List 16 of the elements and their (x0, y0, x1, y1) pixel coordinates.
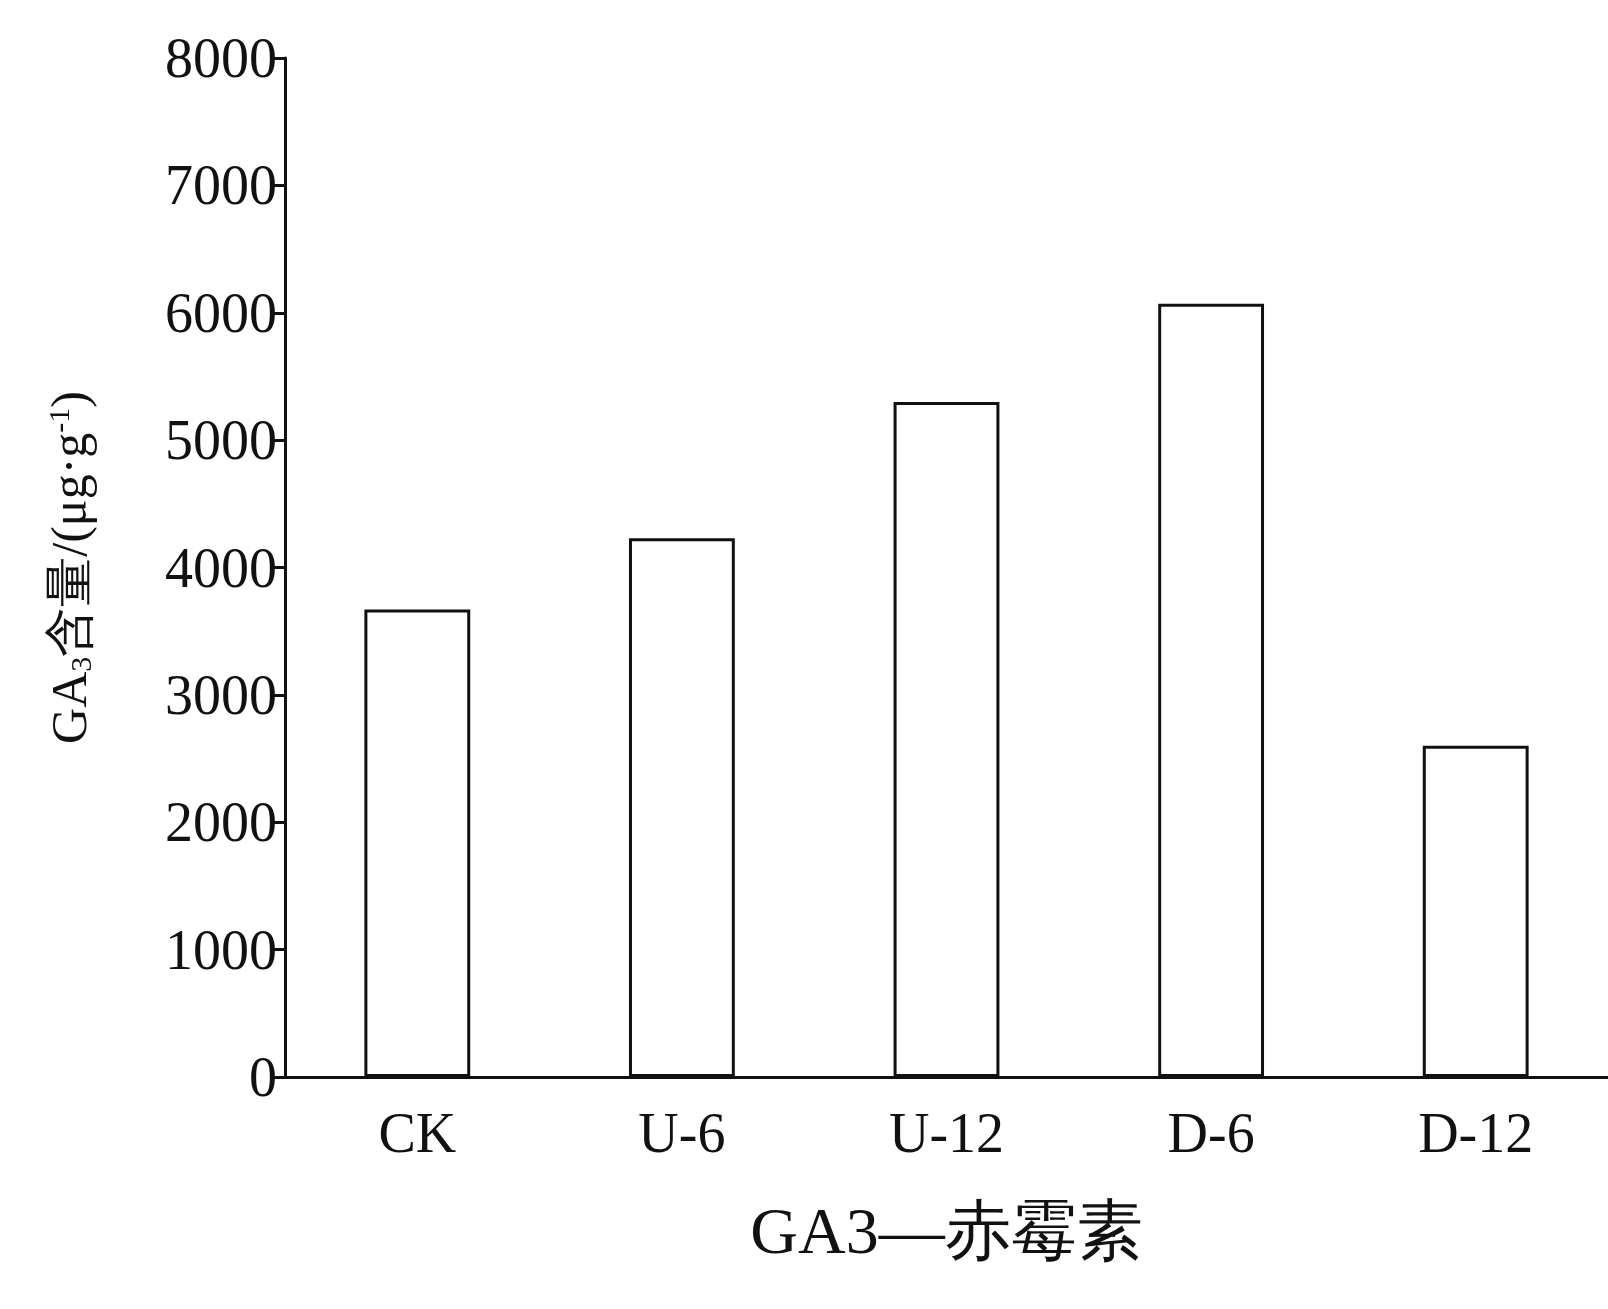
y-tick-label: 6000 (165, 281, 277, 344)
y-tick-label: 0 (249, 1046, 277, 1108)
x-tick-label: CK (378, 1102, 457, 1164)
y-tick-label: 4000 (165, 536, 277, 599)
y-tick-label: 5000 (165, 409, 277, 472)
x-axis-title: GA3—赤霉素 (750, 1193, 1143, 1267)
y-tick-label: 3000 (165, 663, 277, 726)
x-tick-label: D-6 (1167, 1102, 1255, 1164)
x-tick-label: D-12 (1418, 1102, 1534, 1164)
x-tick-label: U-6 (638, 1102, 726, 1164)
x-tick-label: U-12 (888, 1102, 1005, 1164)
y-tick-label: 8000 (165, 27, 277, 89)
y-tick-label: 1000 (165, 918, 277, 981)
y-tick-label: 2000 (165, 791, 277, 854)
y-axis-title: GA3含量/(μg·g-1) (41, 391, 97, 744)
y-tick-label: 7000 (165, 154, 277, 217)
